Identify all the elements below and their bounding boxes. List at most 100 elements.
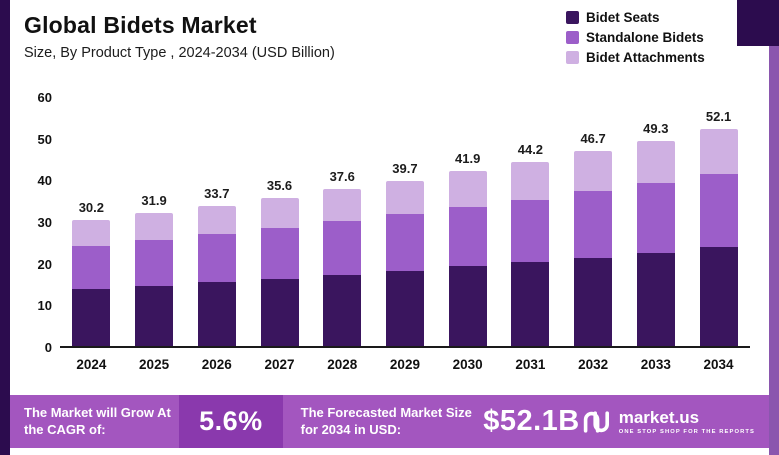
bar-2026: 33.7 bbox=[197, 98, 236, 346]
bar-2032: 46.7 bbox=[574, 98, 613, 346]
bar-segment-bidet-seats bbox=[574, 257, 613, 346]
footer-banner: The Market will Grow At the CAGR of: 5.6… bbox=[10, 395, 769, 448]
bar-segment-bidet-seats bbox=[385, 270, 424, 346]
bar-segment-standalone-bidets bbox=[323, 221, 362, 275]
bar-2028: 37.6 bbox=[323, 98, 362, 346]
cagr-label: The Market will Grow At the CAGR of: bbox=[24, 404, 171, 437]
legend-item-bidet-seats: Bidet Seats bbox=[566, 10, 705, 25]
stacked-bar-chart: 30.2 31.9 33.7 35.6 37.6 39.7 41.9 44.2 46.7 49.3… bbox=[60, 98, 750, 372]
bar-2024: 30.2 bbox=[72, 98, 111, 346]
bar-segment-standalone-bidets bbox=[135, 240, 174, 286]
brand-text: market.us One Stop Shop For The Reports bbox=[619, 409, 755, 435]
page-subtitle: Size, By Product Type , 2024-2034 (USD B… bbox=[24, 45, 335, 61]
y-axis-tick-0: 0 bbox=[44, 340, 52, 355]
bar-segment-bidet-seats bbox=[323, 274, 362, 346]
bar-segment-bidet-seats bbox=[636, 252, 675, 346]
cagr-box: 5.6% bbox=[179, 395, 283, 448]
x-axis-labels: 2024 2025 2026 2027 2028 2029 2030 2031 2032 2033… bbox=[60, 357, 750, 372]
legend-item-standalone-bidets: Standalone Bidets bbox=[566, 30, 705, 45]
right-border-strip bbox=[769, 0, 779, 455]
chart-legend: Bidet Seats Standalone Bidets Bidet Atta… bbox=[566, 10, 705, 65]
bar-segment-bidet-attachments bbox=[636, 140, 675, 183]
bar-segment-bidet-attachments bbox=[323, 189, 362, 222]
bar-segment-standalone-bidets bbox=[511, 199, 550, 263]
bar-2033: 49.3 bbox=[636, 98, 675, 346]
bar-segment-bidet-seats bbox=[260, 278, 299, 346]
y-axis-tick-20: 20 bbox=[37, 256, 52, 272]
legend-item-bidet-attachments: Bidet Attachments bbox=[566, 50, 705, 65]
legend-label: Bidet Seats bbox=[586, 10, 660, 25]
y-axis-tick-30: 30 bbox=[37, 215, 52, 230]
bar-segment-bidet-seats bbox=[448, 266, 487, 346]
bar-2030: 41.9 bbox=[448, 98, 487, 346]
bar-total-label: 44.2 bbox=[517, 141, 544, 157]
bar-segment-bidet-seats bbox=[135, 285, 174, 346]
x-axis-label-2026: 2026 bbox=[201, 357, 232, 372]
bar-segment-standalone-bidets bbox=[385, 214, 424, 271]
bar-segment-bidet-attachments bbox=[385, 180, 424, 215]
bar-total-label: 33.7 bbox=[204, 185, 230, 201]
y-axis: 0 10 20 30 40 50 60 bbox=[14, 90, 52, 355]
bar-total-label: 31.9 bbox=[141, 193, 167, 209]
bar-segment-bidet-seats bbox=[72, 288, 111, 346]
bar-total-label: 46.7 bbox=[580, 131, 606, 147]
bar-total-label: 41.9 bbox=[455, 151, 481, 167]
x-axis-label-2034: 2034 bbox=[703, 357, 734, 372]
bar-2027: 35.6 bbox=[260, 98, 299, 346]
top-right-corner-block bbox=[737, 0, 779, 46]
legend-swatch-bidet-attachments bbox=[566, 51, 579, 64]
legend-swatch-standalone-bidets bbox=[566, 31, 579, 44]
bar-total-label: 49.3 bbox=[643, 120, 669, 136]
bar-segment-standalone-bidets bbox=[699, 173, 738, 248]
x-axis-label-2032: 2032 bbox=[578, 357, 609, 372]
bar-segment-bidet-attachments bbox=[135, 213, 174, 241]
bar-segment-bidet-attachments bbox=[574, 151, 613, 192]
bar-total-label: 35.6 bbox=[266, 177, 293, 193]
bar-segment-bidet-seats bbox=[197, 282, 236, 346]
bar-2029: 39.7 bbox=[385, 98, 424, 346]
forecast-value: $52.1B bbox=[483, 405, 580, 437]
bar-total-label: 37.6 bbox=[329, 169, 355, 185]
cagr-value: 5.6% bbox=[199, 406, 263, 436]
bar-total-label: 39.7 bbox=[392, 160, 418, 176]
bar-segment-bidet-attachments bbox=[72, 220, 111, 247]
bar-segment-standalone-bidets bbox=[636, 182, 675, 253]
left-border-strip bbox=[0, 0, 10, 455]
brand-tagline: One Stop Shop For The Reports bbox=[618, 428, 755, 435]
bar-segment-bidet-attachments bbox=[260, 197, 299, 229]
brand-name: market.us bbox=[618, 407, 700, 427]
y-axis-tick-60: 60 bbox=[37, 90, 52, 105]
bar-segment-standalone-bidets bbox=[448, 207, 487, 267]
market-us-logo-icon bbox=[583, 410, 609, 433]
bar-segment-standalone-bidets bbox=[260, 228, 299, 279]
brand-block: market.us One Stop Shop For The Reports bbox=[580, 406, 755, 438]
legend-swatch-bidet-seats bbox=[566, 11, 579, 24]
bar-segment-standalone-bidets bbox=[574, 191, 613, 258]
plot-area: 30.2 31.9 33.7 35.6 37.6 39.7 41.9 44.2 46.7 49.3… bbox=[60, 98, 750, 348]
bar-segment-bidet-attachments bbox=[448, 171, 487, 208]
bar-total-label: 52.1 bbox=[705, 108, 732, 124]
y-axis-tick-50: 50 bbox=[37, 131, 52, 147]
legend-label: Bidet Attachments bbox=[586, 50, 705, 65]
x-axis-label-2033: 2033 bbox=[640, 357, 671, 372]
bar-2031: 44.2 bbox=[511, 98, 550, 346]
x-axis-label-2028: 2028 bbox=[327, 357, 358, 372]
x-axis-label-2027: 2027 bbox=[264, 357, 295, 372]
page-title: Global Bidets Market bbox=[24, 12, 257, 38]
x-axis-label-2025: 2025 bbox=[139, 357, 170, 372]
bar-2034: 52.1 bbox=[699, 98, 738, 346]
forecast-label: The Forecasted Market Size for 2034 in U… bbox=[300, 404, 472, 437]
legend-label: Standalone Bidets bbox=[586, 30, 704, 45]
bar-segment-bidet-seats bbox=[511, 262, 550, 346]
x-axis-label-2031: 2031 bbox=[515, 357, 546, 372]
bar-segment-bidet-attachments bbox=[197, 205, 236, 235]
bar-segment-bidet-attachments bbox=[699, 128, 738, 174]
bar-segment-bidet-attachments bbox=[511, 161, 550, 200]
bar-segment-standalone-bidets bbox=[72, 246, 111, 289]
y-axis-tick-10: 10 bbox=[37, 298, 52, 314]
bar-total-label: 30.2 bbox=[78, 200, 105, 216]
x-axis-label-2024: 2024 bbox=[76, 357, 107, 372]
x-axis-label-2030: 2030 bbox=[452, 357, 483, 372]
bar-2025: 31.9 bbox=[135, 98, 174, 346]
